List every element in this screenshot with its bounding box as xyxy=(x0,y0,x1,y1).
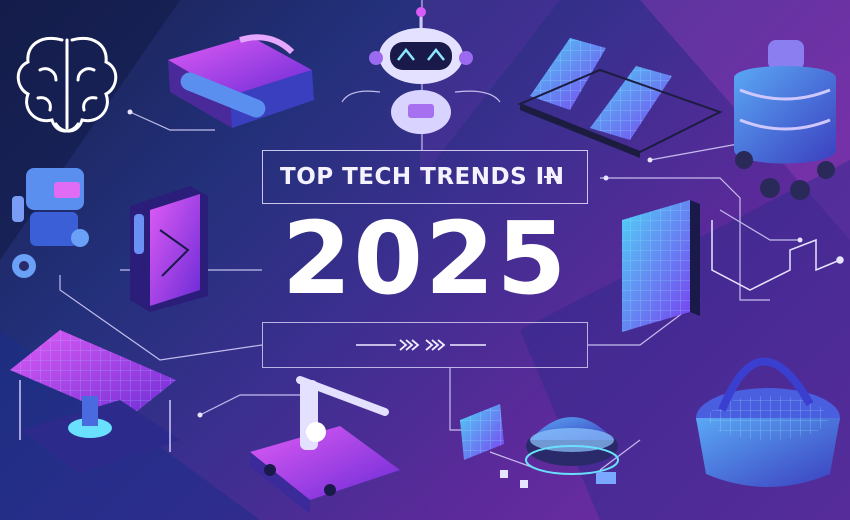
solar-drone-icon xyxy=(10,330,180,474)
title-dash-decoration xyxy=(544,176,558,178)
microchip-icon xyxy=(460,404,528,488)
solar-wall-panel-icon xyxy=(622,200,700,332)
holo-basin-icon xyxy=(696,357,840,487)
dome-device-icon xyxy=(525,417,619,484)
exoskeleton-boot-icon xyxy=(168,34,314,128)
robotic-arm-icon xyxy=(250,376,400,514)
year-heading: 2025 xyxy=(281,200,569,317)
subtitle-frame xyxy=(262,322,588,368)
small-robot-icon xyxy=(12,168,89,278)
arrow-divider-icon xyxy=(356,339,486,351)
brain-icon xyxy=(16,37,118,133)
circuit-line-icon xyxy=(711,220,844,291)
phone-device-icon xyxy=(130,186,208,312)
title-frame xyxy=(262,150,588,204)
humanoid-robot-icon xyxy=(734,40,836,200)
title-heading: TOP TECH TRENDS IN xyxy=(280,164,565,190)
robot-head-icon xyxy=(369,7,473,134)
solar-panels-icon xyxy=(517,38,723,158)
